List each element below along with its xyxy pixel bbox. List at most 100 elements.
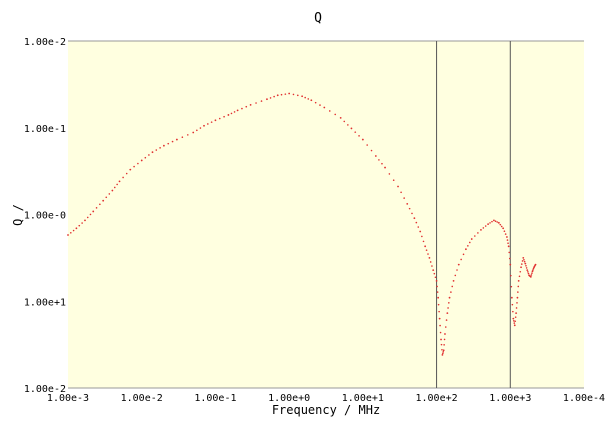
data-point: [456, 269, 458, 271]
data-point: [388, 173, 391, 175]
data-point: [171, 140, 174, 143]
data-point: [116, 183, 118, 186]
data-point: [448, 296, 451, 299]
data-point: [137, 162, 139, 165]
data-point: [241, 107, 243, 110]
data-point: [233, 111, 236, 113]
data-point: [513, 324, 516, 327]
x-tick-label: 1.00e-1: [194, 393, 236, 404]
data-point: [328, 110, 331, 112]
data-point: [516, 296, 519, 299]
data-point: [280, 93, 283, 96]
data-point: [99, 203, 101, 206]
data-point: [482, 227, 485, 229]
data-point: [122, 176, 124, 179]
data-point: [444, 326, 447, 328]
data-point: [186, 134, 189, 136]
plot-area: [68, 41, 584, 388]
data-point: [442, 352, 444, 355]
data-point: [378, 159, 380, 161]
marker-lines: [436, 41, 511, 388]
data-point: [436, 285, 438, 288]
data-point: [437, 303, 440, 306]
data-point: [521, 260, 524, 262]
data-point: [468, 241, 471, 244]
data-point: [507, 245, 510, 248]
data-point: [417, 226, 420, 228]
chart-title: Q: [314, 11, 322, 26]
data-point: [518, 275, 521, 278]
data-point: [214, 119, 217, 122]
data-point: [84, 219, 86, 222]
data-point: [437, 296, 440, 299]
data-point: [487, 223, 489, 225]
data-point: [532, 267, 535, 270]
data-point: [105, 196, 108, 199]
data-point: [397, 185, 399, 188]
data-point: [435, 279, 438, 282]
x-tick-label: 1.00e-4: [563, 393, 605, 404]
data-point: [92, 210, 95, 213]
data-point: [354, 131, 357, 133]
data-point: [218, 117, 221, 120]
data-point: [510, 285, 513, 288]
data-point: [314, 101, 317, 104]
data-point: [67, 234, 69, 236]
data-point: [323, 106, 326, 109]
data-point: [113, 186, 116, 189]
data-point: [503, 230, 506, 232]
data-point: [288, 92, 291, 95]
data-point: [460, 258, 462, 261]
data-point: [118, 180, 121, 183]
y-tick-label: 1.00e-0: [24, 211, 66, 222]
data-point: [451, 285, 454, 288]
data-point: [513, 322, 516, 324]
data-point: [442, 350, 445, 353]
data-point: [529, 275, 532, 278]
data-point: [447, 307, 449, 309]
data-point: [381, 162, 383, 165]
data-point: [439, 331, 442, 334]
data-point: [133, 165, 135, 168]
data-point: [75, 227, 78, 230]
data-point: [370, 149, 373, 152]
data-point: [452, 279, 455, 282]
y-tick-label: 1.00e-2: [24, 384, 66, 395]
data-point: [408, 207, 411, 210]
x-tick-label: 1.00e+2: [415, 393, 457, 404]
y-tick-label: 1.00e-2: [24, 37, 66, 48]
data-point: [434, 276, 437, 279]
data-point: [530, 274, 533, 276]
data-point: [517, 285, 520, 288]
data-point: [425, 249, 428, 251]
data-point: [72, 229, 75, 232]
data-point: [509, 263, 512, 266]
data-point: [192, 131, 195, 134]
data-point: [227, 114, 230, 116]
data-point: [301, 95, 304, 98]
data-point: [467, 245, 469, 247]
data-point: [515, 312, 518, 315]
data-point: [260, 100, 263, 102]
data-point: [319, 104, 321, 106]
data-point: [421, 235, 423, 238]
data-point: [427, 253, 429, 255]
data-point: [361, 138, 364, 141]
data-point: [465, 248, 467, 251]
data-point: [491, 220, 493, 223]
data-point: [522, 256, 525, 259]
data-point: [432, 269, 435, 271]
y-tick-labels: 1.00e-2 1.00e-1 1.00e-0 1.00e+1 1.00e-2: [24, 37, 66, 395]
data-point: [512, 310, 514, 313]
data-point: [499, 223, 502, 226]
data-point: [276, 94, 279, 97]
data-point: [207, 123, 209, 125]
data-point: [439, 324, 441, 327]
data-point: [431, 265, 433, 267]
data-point: [339, 116, 342, 119]
data-point: [78, 224, 81, 227]
y-tick-label: 1.00e+1: [24, 297, 66, 308]
data-point: [411, 212, 413, 215]
data-point: [507, 242, 509, 245]
